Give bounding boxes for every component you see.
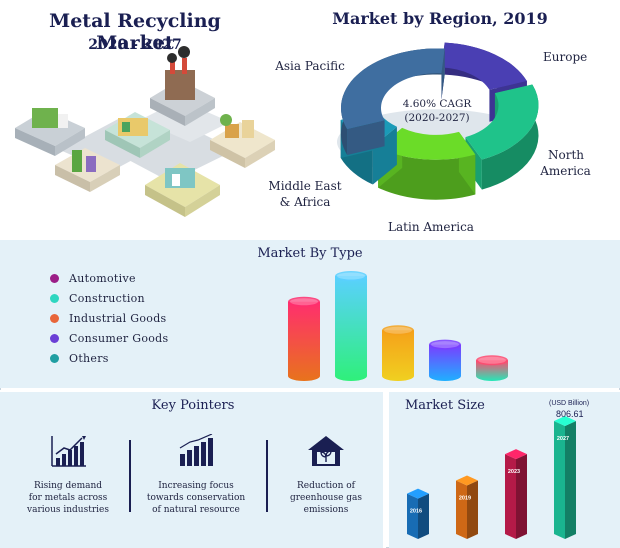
key-pointer-2-line3: of natural resource [152, 505, 240, 515]
sorting-tile [55, 148, 120, 192]
label-north-america-line2: America [540, 164, 591, 178]
key-pointer-1-line1: Rising demand [33, 481, 103, 491]
legend-dot [50, 273, 59, 283]
legend-dot [50, 293, 59, 303]
region-chart-title: Market by Region, 2019 [332, 9, 548, 28]
key-pointer-3-line3: emissions [303, 505, 349, 515]
label-europe: Europe [543, 50, 588, 64]
legend-label: Automotive [69, 271, 136, 285]
facility-tile [105, 112, 170, 158]
type-legend: Automotive Construction Industrial Goods Co… [50, 268, 168, 368]
label-mea-line1: Middle East [268, 179, 342, 193]
donut-slice-asia-pacific [340, 48, 445, 155]
type-cylinder-chart [288, 271, 508, 381]
key-pointer-2-line1: Increasing focus [158, 481, 234, 491]
warehouse-tile [145, 163, 220, 217]
cagr-label: 4.60% CAGR [403, 98, 473, 110]
smokestack-tile [150, 46, 215, 126]
key-pointer-2: Increasing focus towards conservation of… [136, 434, 256, 516]
boxes-tile [210, 114, 275, 168]
type-cylinder-industrial-goods [382, 325, 414, 381]
type-cylinder-others [476, 355, 508, 381]
label-mea-line2: & Africa [279, 195, 331, 209]
legend-item-consumer-goods: Consumer Goods [50, 328, 168, 348]
market-size-year-label: 2027 [557, 436, 569, 442]
truck-tile [15, 108, 85, 156]
market-size-bar-2016: 2016 [407, 488, 429, 539]
label-asia-pacific: Asia Pacific [275, 59, 345, 73]
legend-label: Construction [69, 291, 145, 305]
market-by-type-panel: Market By Type Automotive Construction Ind… [0, 238, 620, 388]
type-cylinder-construction [335, 271, 367, 381]
key-pointer-2-line2: towards conservation [146, 493, 246, 503]
key-pointer-3: Reduction of greenhouse gas emissions [266, 434, 386, 516]
legend-dot [50, 333, 59, 343]
bar-chart-rise-icon [179, 434, 213, 466]
market-size-year-label: 2016 [410, 509, 422, 515]
key-pointers-panel: Key Pointers Rising demand for metals ac… [0, 390, 386, 548]
market-size-bar-2023: 2023 [505, 449, 527, 539]
legend-item-others: Others [50, 348, 168, 368]
region-donut-chart: 4.60% CAGR (2020-2027) [337, 42, 539, 200]
recycling-plant-illustration [15, 46, 275, 217]
label-north-america-line1: North [547, 148, 584, 162]
top-section: Metal Recycling Market 2020 - 2027 Marke… [0, 0, 620, 238]
legend-label: Others [69, 351, 109, 365]
type-chart-title: Market By Type [257, 246, 363, 261]
market-size-bar-2019: 2019 [456, 475, 478, 539]
market-size-year-label: 2019 [459, 495, 471, 501]
label-latin-america: Latin America [388, 220, 474, 234]
key-pointer-1-line2: for metals across [28, 493, 108, 503]
legend-item-automotive: Automotive [50, 268, 168, 288]
key-pointer-3-line2: greenhouse gas [289, 493, 363, 503]
bar-chart-growth-icon [51, 436, 86, 467]
type-cylinder-consumer-goods [429, 339, 461, 381]
key-pointer-1-line3: various industries [27, 505, 109, 515]
legend-item-construction: Construction [50, 288, 168, 308]
donut-slice-north-america [465, 84, 539, 190]
market-size-unit: (USD Billion) [549, 400, 590, 407]
legend-dot [50, 313, 59, 323]
legend-label: Consumer Goods [69, 331, 169, 345]
green-house-icon [308, 436, 344, 466]
legend-label: Industrial Goods [69, 311, 167, 325]
market-size-bar-2027: 2027 [554, 416, 576, 539]
legend-dot [50, 353, 59, 363]
type-cylinder-automotive [288, 296, 320, 381]
main-title: Metal Recycling Market [49, 10, 221, 54]
market-size-title: Market Size [405, 398, 485, 413]
market-size-year-label: 2023 [508, 469, 520, 475]
key-pointer-1: Rising demand for metals across various … [8, 434, 128, 516]
market-size-chart: 2016 2019 2023 2027 [407, 416, 576, 539]
market-size-panel: 2016 2019 2023 2027 Market Size (USD Billio… [389, 390, 620, 548]
key-pointers-title: Key Pointers [151, 398, 235, 413]
key-pointer-3-line1: Reduction of [296, 481, 356, 491]
market-size-value: 806.61 [556, 409, 584, 419]
main-period: 2020 - 2027 [88, 37, 182, 53]
legend-item-industrial-goods: Industrial Goods [50, 308, 168, 328]
key-pointer-divider-2 [266, 440, 268, 512]
key-pointer-divider-1 [129, 440, 131, 512]
cagr-period-label: (2020-2027) [404, 112, 469, 124]
